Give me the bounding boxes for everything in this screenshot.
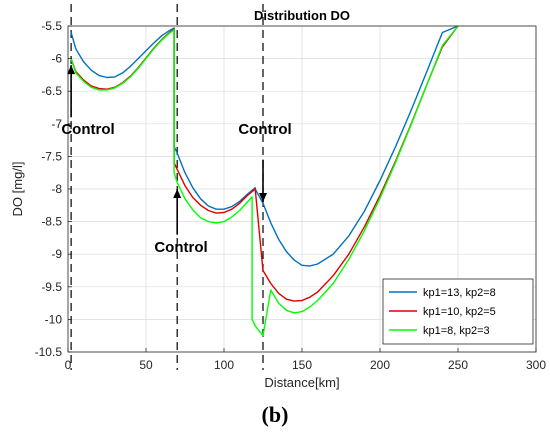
legend-entries: kp1=13, kp2=8 kp1=10, kp2=5 kp1=8, kp2=3	[389, 287, 496, 337]
control-arrow-head	[67, 65, 76, 75]
series-line	[70, 25, 459, 267]
y-tick-label: -8	[51, 182, 62, 196]
legend: kp1=13, kp2=8 kp1=10, kp2=5 kp1=8, kp2=3	[382, 278, 534, 345]
legend-label: kp1=10, kp2=5	[423, 306, 496, 318]
y-axis-label: DO [mg/l]	[10, 162, 25, 217]
control-label: Control	[61, 121, 114, 138]
x-tick-label: 50	[139, 358, 153, 372]
do-distribution-chart: 0 50 100 150 200 250 300 -5.5 -6 -6.5 -7 -7.5 -8 -8.5…	[10, 4, 547, 390]
x-axis-label: Distance[km]	[264, 375, 339, 390]
x-tick-label: 300	[526, 358, 546, 372]
y-tick-label: -10.5	[35, 345, 63, 359]
legend-label: kp1=13, kp2=8	[423, 287, 496, 299]
y-tick-label: -6.5	[41, 84, 62, 98]
legend-box	[382, 278, 534, 345]
chart-title: Distribution DO	[254, 8, 350, 23]
y-tick-label: -7.5	[41, 149, 62, 163]
annotations: Control Control Control	[61, 65, 292, 256]
y-tick-label: -5.5	[41, 19, 62, 33]
y-tick-label: -6	[51, 52, 62, 66]
y-tick-label: -8.5	[41, 215, 62, 229]
figure-caption: (b)	[261, 402, 289, 427]
y-tick-label: -9	[51, 247, 62, 261]
x-tick-label: 0	[65, 358, 72, 372]
y-tick-label: -10	[45, 312, 63, 326]
control-label: Control	[154, 239, 207, 256]
x-tick-label: 100	[214, 358, 234, 372]
x-tick-label: 150	[292, 358, 312, 372]
control-label: Control	[238, 121, 291, 138]
x-tick-label: 250	[448, 358, 468, 372]
series-line	[70, 25, 459, 337]
legend-label: kp1=8, kp2=3	[423, 325, 490, 337]
x-tick-label: 200	[370, 358, 390, 372]
control-arrow-head	[259, 193, 267, 203]
control-arrow-head	[173, 189, 182, 198]
series-lines	[70, 25, 459, 337]
y-tick-label: -9.5	[41, 280, 62, 294]
axis-ticks: 0 50 100 150 200 250 300 -5.5 -6 -6.5 -7 -7.5 -8 -8.5…	[35, 19, 547, 372]
y-tick-label: -7	[51, 117, 62, 131]
